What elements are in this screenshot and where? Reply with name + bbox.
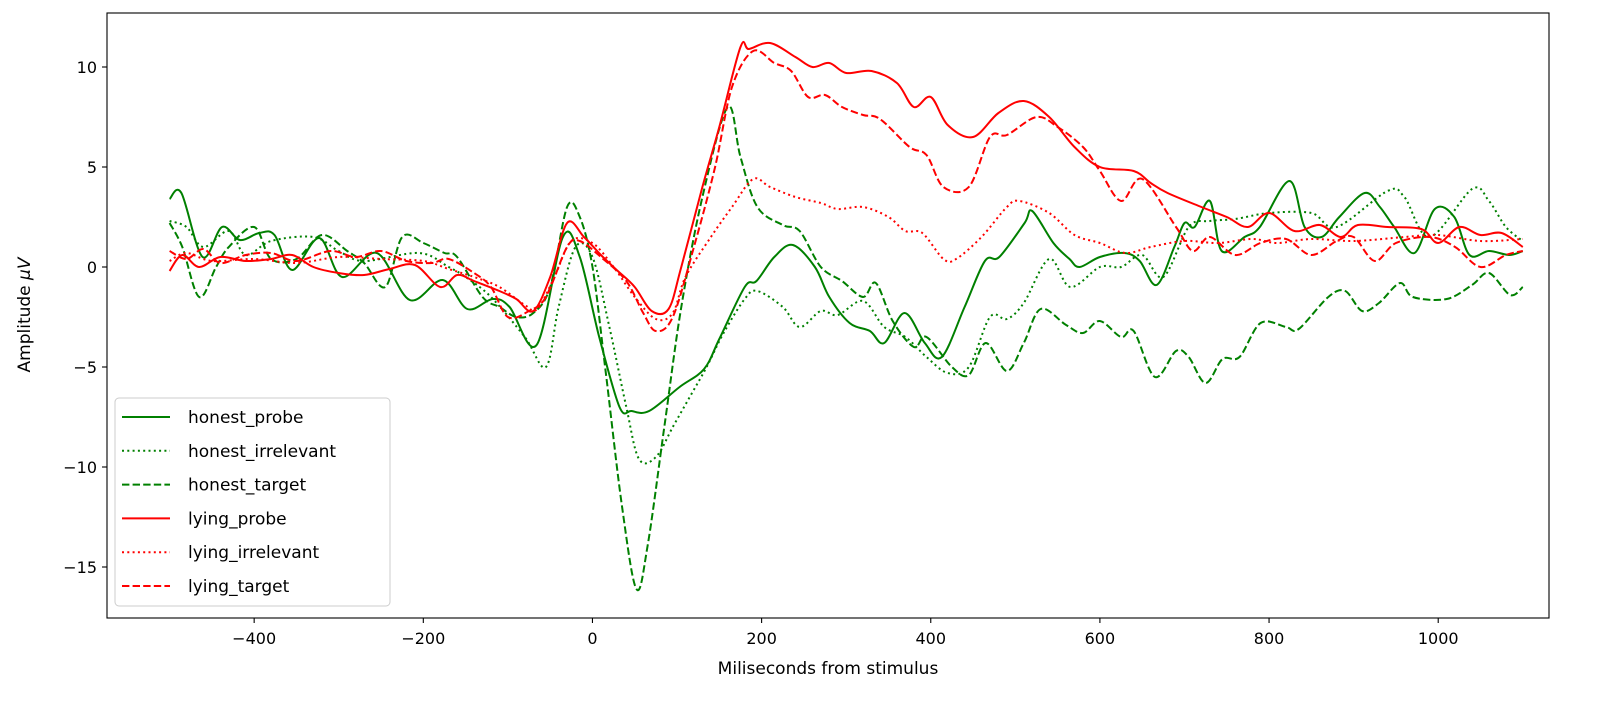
y-tick-label: −15 — [63, 558, 97, 577]
y-axis-label-unit: μV — [15, 256, 35, 281]
y-tick-label: 5 — [87, 158, 97, 177]
y-tick-label: −10 — [63, 458, 97, 477]
legend-label: honest_target — [188, 476, 306, 496]
x-tick-label: 200 — [746, 629, 777, 648]
x-tick-label: 800 — [1254, 629, 1285, 648]
series-line-honest-probe — [168, 180, 1524, 415]
series-layer — [168, 40, 1524, 592]
x-tick-label: 1000 — [1418, 629, 1459, 648]
x-axis-label: Miliseconds from stimulus — [718, 659, 939, 679]
y-tick-label: −5 — [73, 358, 97, 377]
series-line-lying-irrelevant — [169, 177, 1523, 322]
x-tick-label: −200 — [401, 629, 445, 648]
legend-label: honest_probe — [188, 408, 304, 428]
x-tick-label: 600 — [1085, 629, 1116, 648]
y-axis-label-text: Amplitude — [15, 280, 35, 373]
x-tick-label: 400 — [915, 629, 946, 648]
y-tick-label: 0 — [87, 258, 97, 277]
y-axis: −15 −10 −5 0 5 10 — [63, 58, 107, 577]
legend: honest_probe honest_irrelevant honest_targ… — [114, 397, 391, 607]
x-tick-label: 0 — [587, 629, 597, 648]
y-axis-label: Amplitude μV — [15, 256, 35, 372]
x-axis: −400 −200 0 200 400 600 800 1000 — [232, 618, 1459, 648]
series-line-honest-irrelevant — [169, 186, 1524, 465]
series-line-lying-probe — [168, 40, 1524, 316]
series-line-honest-target — [168, 105, 1524, 592]
y-tick-label: 10 — [77, 58, 97, 77]
legend-label: lying_probe — [188, 509, 287, 529]
legend-label: honest_irrelevant — [188, 442, 336, 462]
legend-label: lying_target — [188, 577, 290, 597]
legend-label: lying_irrelevant — [188, 543, 319, 563]
plot-frame — [106, 12, 1550, 619]
series-line-lying-target — [169, 49, 1524, 333]
x-tick-label: −400 — [232, 629, 276, 648]
legend-box — [114, 397, 391, 607]
